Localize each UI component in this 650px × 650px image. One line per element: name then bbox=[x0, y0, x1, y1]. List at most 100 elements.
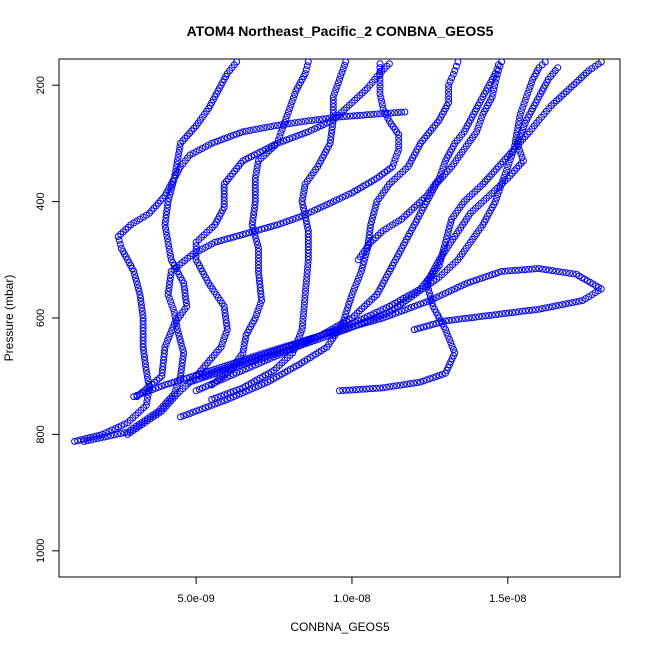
data-point bbox=[202, 404, 209, 412]
data-point bbox=[566, 269, 574, 277]
data-point bbox=[347, 294, 355, 302]
data-point bbox=[299, 315, 307, 323]
data-point bbox=[205, 381, 213, 389]
data-point bbox=[362, 385, 370, 393]
data-point bbox=[518, 266, 526, 274]
data-point bbox=[177, 413, 184, 421]
data-point bbox=[327, 136, 335, 144]
data-point bbox=[223, 326, 231, 334]
data-point bbox=[223, 134, 231, 142]
data-point bbox=[390, 159, 398, 167]
data-point bbox=[300, 301, 308, 309]
data-point bbox=[428, 299, 436, 307]
data-point bbox=[117, 430, 125, 437]
data-point bbox=[462, 314, 469, 322]
data-point bbox=[166, 249, 174, 257]
data-point bbox=[198, 384, 206, 392]
data-point bbox=[166, 274, 174, 282]
data-point bbox=[258, 352, 266, 360]
data-point bbox=[289, 341, 297, 349]
data-point bbox=[304, 263, 312, 271]
data-point bbox=[410, 326, 418, 334]
data-point bbox=[315, 116, 323, 123]
data-point bbox=[301, 70, 309, 78]
data-point bbox=[295, 131, 303, 139]
data-point bbox=[250, 228, 258, 235]
data-point bbox=[349, 287, 357, 295]
data-point bbox=[158, 382, 166, 390]
data-point bbox=[143, 370, 151, 378]
data-point bbox=[517, 129, 525, 137]
data-point bbox=[417, 324, 424, 332]
data-point bbox=[389, 382, 397, 390]
data-point bbox=[312, 116, 320, 124]
data-point bbox=[427, 296, 435, 304]
data-point bbox=[445, 85, 453, 93]
data-point bbox=[359, 261, 367, 269]
data-point bbox=[515, 308, 523, 316]
data-point bbox=[559, 268, 567, 276]
data-point bbox=[183, 302, 191, 310]
data-point bbox=[413, 379, 421, 387]
data-point bbox=[301, 298, 309, 306]
data-point bbox=[211, 138, 219, 146]
data-point bbox=[230, 131, 237, 139]
data-point bbox=[395, 134, 403, 142]
data-point bbox=[470, 277, 477, 285]
data-point bbox=[504, 267, 512, 275]
data-point bbox=[255, 254, 262, 262]
data-point bbox=[208, 369, 216, 377]
data-point bbox=[448, 74, 456, 82]
data-point bbox=[261, 351, 269, 359]
data-point bbox=[168, 327, 176, 334]
data-point bbox=[555, 268, 563, 276]
x-axis: 5.0e-09 1.0e-08 1.5e-08 bbox=[177, 577, 526, 605]
y-axis-label: Pressure (mbar) bbox=[2, 275, 16, 362]
data-point bbox=[164, 198, 172, 206]
data-point bbox=[323, 329, 331, 337]
data-point bbox=[159, 359, 167, 367]
data-point bbox=[250, 211, 258, 219]
data-point bbox=[386, 383, 394, 391]
data-point bbox=[420, 323, 428, 331]
data-point bbox=[394, 149, 401, 157]
data-point bbox=[251, 201, 259, 209]
data-point bbox=[133, 281, 141, 289]
data-point bbox=[270, 348, 278, 356]
data-point bbox=[475, 121, 483, 129]
data-point bbox=[180, 412, 188, 420]
data-point bbox=[241, 335, 249, 343]
data-point bbox=[242, 357, 250, 365]
data-point bbox=[336, 325, 343, 332]
data-point bbox=[175, 332, 183, 340]
data-point bbox=[173, 377, 181, 385]
data-point bbox=[181, 292, 189, 300]
data-point bbox=[300, 305, 308, 313]
data-point bbox=[326, 199, 334, 207]
data-point bbox=[339, 65, 347, 73]
data-point bbox=[255, 251, 262, 259]
data-series bbox=[130, 265, 605, 401]
data-point bbox=[345, 190, 353, 198]
data-point bbox=[255, 244, 262, 252]
data-point bbox=[239, 349, 247, 357]
data-point bbox=[192, 249, 200, 257]
data-point bbox=[435, 372, 443, 379]
data-point bbox=[518, 107, 525, 115]
data-point bbox=[233, 58, 241, 66]
data-point bbox=[300, 308, 308, 316]
data-point bbox=[299, 319, 307, 327]
data-point bbox=[519, 103, 527, 111]
data-point bbox=[437, 175, 445, 183]
data-point bbox=[376, 384, 384, 392]
data-point bbox=[214, 399, 222, 407]
data-point bbox=[255, 248, 262, 255]
data-point bbox=[221, 309, 229, 317]
data-point bbox=[158, 372, 166, 380]
data-point bbox=[236, 129, 244, 137]
data-point bbox=[278, 125, 286, 133]
data-point bbox=[292, 340, 300, 348]
data-point bbox=[552, 302, 560, 310]
data-point bbox=[443, 232, 451, 240]
data-point bbox=[217, 136, 225, 144]
